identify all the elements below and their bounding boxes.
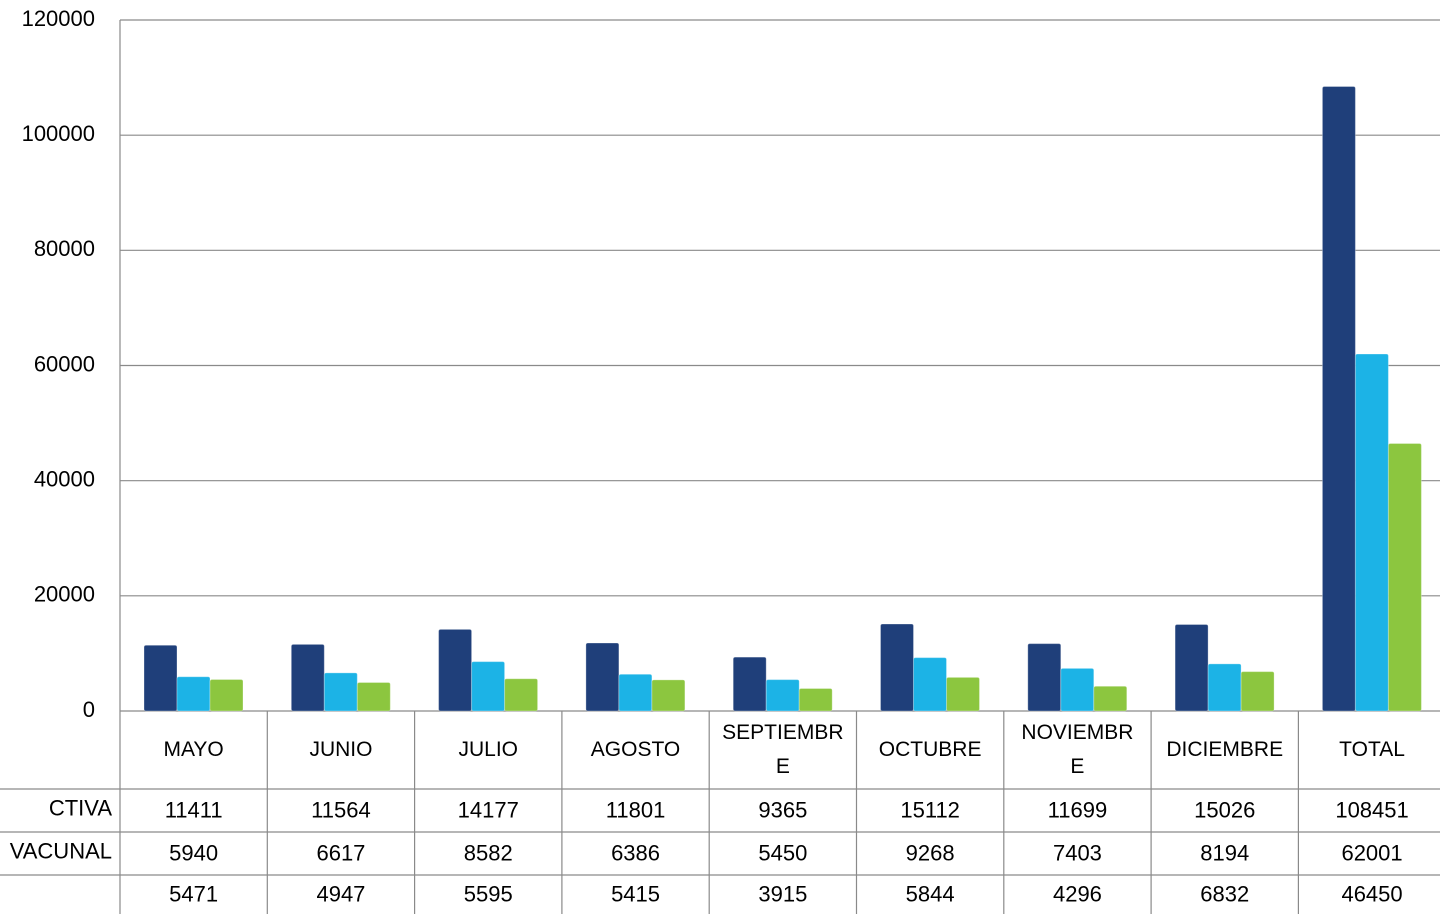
- table-value: 6386: [611, 840, 660, 865]
- table-value: 5595: [464, 881, 513, 906]
- table-value: 11564: [311, 797, 371, 822]
- bar: [177, 677, 210, 711]
- table-value: 62001: [1341, 840, 1402, 865]
- table-value: 8582: [464, 840, 513, 865]
- bar: [652, 680, 685, 711]
- x-tick-wrap: TOTAL: [1298, 711, 1440, 789]
- bar: [1094, 686, 1127, 711]
- x-tick-wrap: SEPTIEMBRE: [709, 711, 856, 789]
- table-value: 6617: [316, 840, 365, 865]
- x-tick-wrap: NOVIEMBRE: [1004, 711, 1151, 789]
- legend-label: VACUNAL: [10, 838, 112, 863]
- x-tick-label: OCTUBRE: [868, 733, 992, 767]
- bar: [881, 624, 914, 711]
- x-tick-cell: DICIEMBRE: [1151, 711, 1298, 789]
- x-tick-cell: JUNIO: [267, 711, 414, 789]
- x-tick-label: NOVIEMBRE: [1015, 716, 1139, 784]
- bar: [439, 629, 472, 711]
- bar: [914, 658, 947, 711]
- y-tick-label: 0: [83, 697, 95, 722]
- bar: [1175, 624, 1208, 711]
- x-tick-wrap: JULIO: [415, 711, 562, 789]
- page: {"chart_data": {"type": "bar", "categori…: [0, 0, 1440, 914]
- bar: [1208, 664, 1241, 711]
- bar: [210, 679, 243, 711]
- bar: [505, 679, 538, 711]
- bar: [766, 680, 799, 711]
- bar: [1355, 354, 1388, 711]
- bar: [619, 674, 652, 711]
- x-tick-label: SEPTIEMBRE: [721, 716, 845, 784]
- x-tick-cell: TOTAL: [1298, 711, 1440, 789]
- y-tick-label: 120000: [22, 6, 95, 31]
- x-tick-wrap: JUNIO: [267, 711, 414, 789]
- table-value: 9365: [758, 797, 807, 822]
- table-value: 8194: [1200, 840, 1249, 865]
- x-tick-wrap: AGOSTO: [562, 711, 709, 789]
- x-tick-cell: OCTUBRE: [857, 711, 1004, 789]
- table-value: 108451: [1335, 797, 1408, 822]
- y-tick-label: 100000: [22, 121, 95, 146]
- bar: [291, 644, 324, 711]
- bar: [1028, 644, 1061, 711]
- y-tick-label: 80000: [34, 236, 95, 261]
- x-tick-label: DICIEMBRE: [1163, 733, 1287, 767]
- bar: [357, 683, 390, 711]
- x-tick-cell: MAYO: [120, 711, 267, 789]
- table-value: 6832: [1200, 881, 1249, 906]
- x-tick-cell: SEPTIEMBRE: [709, 711, 856, 789]
- y-tick-label: 40000: [34, 466, 95, 491]
- bar: [1061, 668, 1094, 711]
- table-value: 5940: [169, 840, 218, 865]
- table-value: 5415: [611, 881, 660, 906]
- bar: [799, 688, 832, 711]
- bar: [947, 677, 980, 711]
- bar: [472, 662, 505, 711]
- y-tick-label: 20000: [34, 582, 95, 607]
- bar: [733, 657, 766, 711]
- table-value: 46450: [1341, 881, 1402, 906]
- table-value: 5844: [906, 881, 955, 906]
- table-value: 11699: [1048, 797, 1108, 822]
- bar: [1388, 444, 1421, 711]
- bar: [324, 673, 357, 711]
- x-tick-wrap: MAYO: [120, 711, 267, 789]
- x-tick-label: JULIO: [426, 733, 550, 767]
- table-value: 14177: [458, 797, 519, 822]
- bar: [1241, 672, 1274, 711]
- table-value: 9268: [906, 840, 955, 865]
- y-tick-label: 60000: [34, 351, 95, 376]
- bar: [144, 645, 177, 711]
- x-tick-cell: AGOSTO: [562, 711, 709, 789]
- table-value: 5471: [169, 881, 218, 906]
- x-tick-label: JUNIO: [279, 733, 403, 767]
- table-value: 15112: [900, 797, 960, 822]
- bar: [586, 643, 619, 711]
- legend-label: CTIVA: [49, 795, 112, 820]
- table-value: 11411: [165, 797, 223, 822]
- table-value: 7403: [1053, 840, 1102, 865]
- x-tick-cell: NOVIEMBRE: [1004, 711, 1151, 789]
- x-tick-label: AGOSTO: [574, 733, 698, 767]
- x-tick-cell: JULIO: [415, 711, 562, 789]
- x-tick-label: MAYO: [132, 733, 256, 767]
- table-value: 5450: [758, 840, 807, 865]
- x-tick-wrap: OCTUBRE: [857, 711, 1004, 789]
- chart: 0 20000 40000 60000 80000 100000 120000 MAYO 114…: [0, 0, 1440, 914]
- table-value: 4296: [1053, 881, 1102, 906]
- table-value: 15026: [1194, 797, 1255, 822]
- x-tick-label: TOTAL: [1310, 733, 1434, 767]
- table-value: 11801: [606, 797, 666, 822]
- table-value: 3915: [758, 881, 807, 906]
- table-value: 4947: [316, 881, 365, 906]
- x-tick-wrap: DICIEMBRE: [1151, 711, 1298, 789]
- bar: [1322, 87, 1355, 711]
